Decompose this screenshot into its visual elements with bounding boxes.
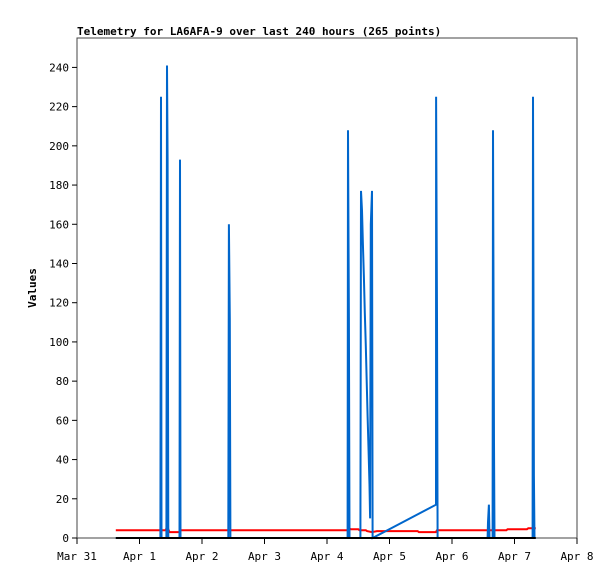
x-tick-label: Apr 1 <box>123 550 156 563</box>
plot-frame <box>76 37 578 539</box>
y-tick-label: 0 <box>62 532 69 545</box>
x-tick-label: Apr 5 <box>373 550 406 563</box>
y-tick-label: 180 <box>49 179 69 192</box>
y-axis-label: Values <box>26 268 39 308</box>
y-tick-label: 140 <box>49 257 69 270</box>
y-axis: 0 20 40 60 80 100 120 140 160 180 200 220 240 <box>49 61 77 545</box>
x-tick-label: Apr 3 <box>248 550 281 563</box>
x-tick-label: Apr 7 <box>498 550 531 563</box>
y-tick-label: 100 <box>49 336 69 349</box>
series-line-blue <box>115 65 536 540</box>
y-tick-label: 160 <box>49 218 69 231</box>
y-tick-label: 60 <box>56 414 69 427</box>
y-tick-label: 220 <box>49 101 69 114</box>
x-tick-label: Apr 6 <box>435 550 468 563</box>
chart-title: Telemetry for LA6AFA-9 over last 240 hou… <box>77 25 441 38</box>
y-tick-label: 240 <box>49 61 69 74</box>
y-tick-label: 200 <box>49 140 69 153</box>
x-tick-label: Apr 2 <box>185 550 218 563</box>
x-tick-label: Apr 8 <box>560 550 593 563</box>
x-tick-label: Mar 31 <box>57 550 97 563</box>
series-group <box>115 65 536 540</box>
y-tick-label: 20 <box>56 493 69 506</box>
series-line-red <box>115 526 536 534</box>
y-tick-label: 80 <box>56 375 69 388</box>
y-tick-label: 40 <box>56 454 69 467</box>
x-tick-label: Apr 4 <box>310 550 343 563</box>
y-tick-label: 120 <box>49 297 69 310</box>
x-axis: Mar 31 Apr 1 Apr 2 Apr 3 Apr 4 Apr 5 Apr 6 Apr … <box>57 538 594 563</box>
